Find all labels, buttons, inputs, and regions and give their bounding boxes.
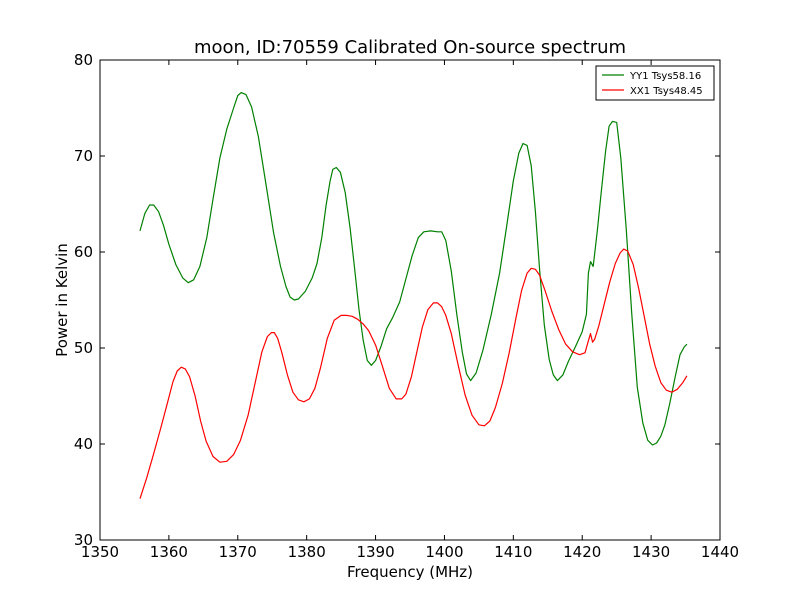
axes: 1350 1360 1370 1380 1390 1400 1410 1420 1430 1440… xyxy=(74,51,739,561)
x-axis-label: Frequency (MHz) xyxy=(347,563,473,581)
y-tick-label: 70 xyxy=(74,147,93,165)
x-tick-label: 1410 xyxy=(494,543,532,561)
legend-box xyxy=(595,65,715,101)
legend: YY1 Tsys58.16 XX1 Tsys48.45 xyxy=(595,65,715,101)
plot-area xyxy=(139,91,688,499)
x-tick-label: 1400 xyxy=(425,543,463,561)
y-axis-label: Power in Kelvin xyxy=(53,243,71,357)
series-line-2 xyxy=(139,248,688,499)
y-tick-label: 80 xyxy=(74,51,93,69)
x-tick-label: 1350 xyxy=(81,543,119,561)
y-tick-label: 60 xyxy=(74,243,93,261)
series-line-1 xyxy=(139,91,688,446)
x-tick-label: 1430 xyxy=(632,543,670,561)
x-tick-label: 1390 xyxy=(356,543,394,561)
y-tick-label: 50 xyxy=(74,339,93,357)
chart-title: moon, ID:70559 Calibrated On-source spec… xyxy=(194,37,626,58)
x-tick-label: 1360 xyxy=(150,543,188,561)
x-tick-label: 1370 xyxy=(219,543,257,561)
y-tick-label: 40 xyxy=(74,435,93,453)
plot-frame xyxy=(99,59,721,541)
legend-label: XX1 Tsys48.45 xyxy=(630,86,703,97)
x-tick-label: 1440 xyxy=(701,543,739,561)
x-tick-label: 1380 xyxy=(288,543,326,561)
y-tick-label: 30 xyxy=(74,531,93,549)
legend-label: YY1 Tsys58.16 xyxy=(629,71,701,82)
x-tick-label: 1420 xyxy=(563,543,601,561)
